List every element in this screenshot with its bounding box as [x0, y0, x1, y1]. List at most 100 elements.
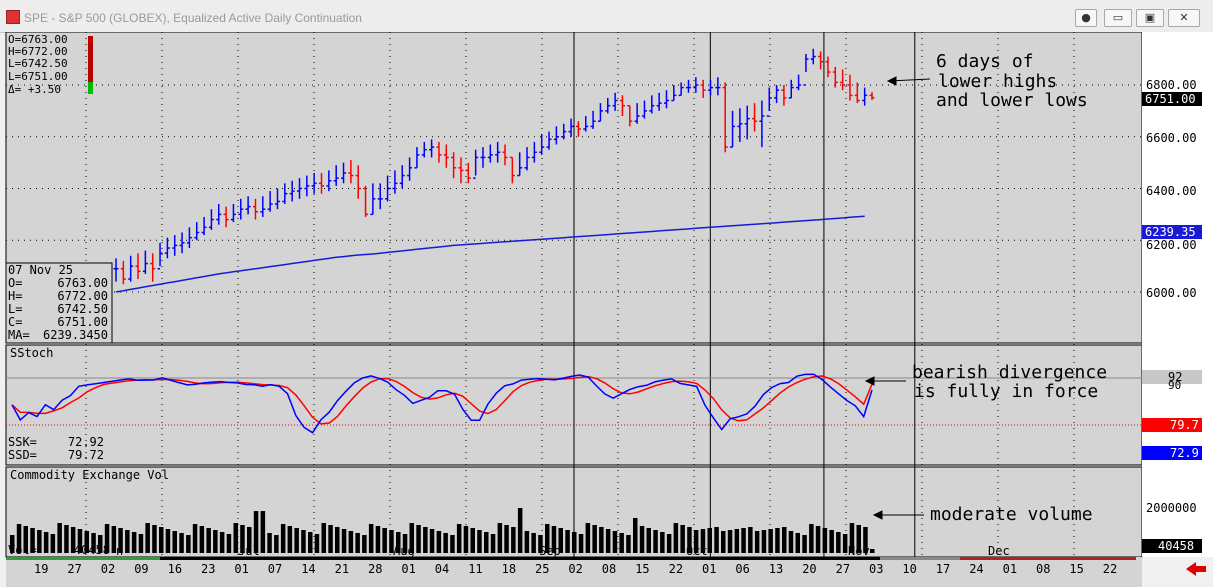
volume-bar [842, 534, 848, 553]
annotation-lower-highs-2: lower highs [938, 71, 1057, 92]
day-labels: 19 27 02 09 16 23 01 07 14 21 28 01 04 11 18 25 02 08 15 22… [34, 562, 1117, 576]
scroll-left-arrow-icon[interactable] [1186, 562, 1206, 576]
volume-bar [599, 527, 604, 553]
ohlc-bar [208, 209, 214, 230]
ohlc-bar [245, 196, 251, 215]
day-label: 13 [769, 562, 783, 576]
stoch-readout: SSK= 72.92 SSD= 79.72 [8, 435, 104, 462]
ma-price-tag-label: 6239.35 [1145, 225, 1196, 239]
ohlc-bar [678, 82, 684, 97]
volume-bar [396, 532, 401, 553]
stoch-axis-tag [1142, 370, 1202, 384]
volume-bar [341, 529, 347, 553]
ohlc-bar [260, 196, 266, 217]
ohlc-bar [796, 74, 802, 91]
volume-bar [578, 534, 584, 553]
volume-bar [260, 511, 266, 553]
day-label: 11 [468, 562, 482, 576]
date-axis-band-black [160, 557, 880, 560]
volume-bar [165, 529, 171, 553]
volume-bar [443, 533, 448, 553]
volume-bar [138, 534, 144, 553]
date-axis-band-green [6, 557, 161, 560]
day-label: 14 [301, 562, 315, 576]
volume-bar [504, 525, 509, 553]
ohlc-bar [656, 92, 662, 111]
volume-bar [700, 529, 706, 553]
ohlc-bar [766, 87, 772, 117]
volume-bar [531, 533, 536, 553]
ohlc-bar [267, 191, 273, 212]
ohlc-bar [788, 79, 794, 99]
ohlc-bar [590, 110, 596, 129]
price-tick-label: 6000.00 [1146, 286, 1197, 300]
restore-button[interactable]: ▣ [1136, 9, 1164, 27]
volume-bar [497, 523, 503, 553]
ohlc-bar [671, 85, 677, 102]
ma-series-line [115, 215, 865, 293]
day-label: 22 [669, 562, 683, 576]
ohlc-bar [612, 92, 618, 111]
ma-line [115, 215, 865, 293]
volume-bar [734, 529, 740, 553]
volume-bar [84, 531, 89, 553]
volume-bar [646, 528, 651, 553]
day-label: 09 [134, 562, 148, 576]
volume-bar [565, 530, 570, 553]
volume-bar [301, 530, 306, 553]
volume-bar [111, 526, 117, 553]
stoch-axis-label-92: 92 [1168, 370, 1182, 384]
ohlc-bar [509, 156, 515, 184]
ohlc-bar [319, 172, 325, 194]
volume-bar [23, 526, 28, 553]
volume-bar [50, 534, 56, 553]
day-label: 21 [335, 562, 349, 576]
day-label: 07 [268, 562, 282, 576]
ohlc-bar [517, 152, 523, 177]
ma-price-tag [1142, 225, 1202, 239]
month-label: Nov [848, 544, 870, 558]
app-icon [6, 10, 20, 24]
volume-bar [639, 526, 645, 553]
vol-value: 40458 [74, 543, 110, 557]
day-label: 08 [602, 562, 616, 576]
volume-bar [30, 528, 35, 553]
volume-bar [517, 508, 523, 553]
ohlc-bar [781, 85, 787, 106]
price-tick-label: 6400.00 [1146, 184, 1197, 198]
ohlc-bar [700, 79, 706, 98]
info-box [5, 262, 113, 344]
ohlc-bar [399, 165, 405, 189]
ohlc-bar [341, 162, 347, 184]
ohlc-bar [150, 253, 156, 282]
volume-bar [849, 523, 855, 553]
window-dot-button[interactable]: ● [1075, 9, 1097, 27]
ohlc-bar [708, 79, 714, 96]
readout-high: H=6772.00 [8, 45, 68, 58]
info-open: 6763.00 [57, 276, 108, 290]
ohlc-bar [458, 157, 464, 184]
price-axis: 6800.00 6600.00 6400.00 6200.00 6000.00 [1146, 78, 1197, 300]
volume-bar [423, 527, 428, 553]
volume-bar [64, 525, 69, 553]
ohlc-bar [128, 255, 134, 282]
day-label: 04 [435, 562, 449, 576]
volume-bar [98, 535, 103, 553]
volume-bar [727, 530, 733, 553]
volume-bar [626, 535, 631, 553]
ohlc-bar [194, 222, 200, 241]
day-label: 23 [201, 562, 215, 576]
ohlc-bar [407, 157, 413, 181]
minimize-button[interactable]: ▭ [1104, 9, 1132, 27]
ohlc-bar [179, 232, 185, 254]
ohlc-bar [730, 110, 736, 148]
ssk-line [11, 373, 873, 434]
ohlc-bar [348, 160, 354, 184]
ohlc-bar [715, 77, 721, 96]
ohlc-bar [641, 100, 647, 119]
ohlc-bar [421, 141, 427, 158]
ssd-label: SSD= [8, 448, 37, 462]
ohlc-bar [597, 103, 603, 122]
close-button[interactable]: ✕ [1168, 9, 1200, 27]
ohlc-bar [539, 134, 545, 155]
